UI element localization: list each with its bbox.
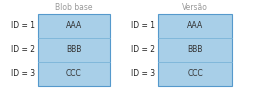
Text: BBB: BBB bbox=[66, 46, 82, 55]
Text: Versão: Versão bbox=[182, 3, 208, 12]
Text: CCC: CCC bbox=[66, 70, 82, 79]
Text: ID = 3: ID = 3 bbox=[11, 70, 35, 79]
Text: CCC: CCC bbox=[187, 70, 203, 79]
Text: ID = 1: ID = 1 bbox=[131, 22, 155, 31]
Bar bbox=[158, 14, 232, 86]
Text: AAA: AAA bbox=[66, 22, 82, 31]
Text: ID = 3: ID = 3 bbox=[131, 70, 155, 79]
Bar bbox=[38, 14, 110, 86]
Text: ID = 2: ID = 2 bbox=[131, 46, 155, 55]
Text: Blob base: Blob base bbox=[55, 3, 93, 12]
Text: AAA: AAA bbox=[187, 22, 203, 31]
Text: ID = 1: ID = 1 bbox=[11, 22, 35, 31]
Text: ID = 2: ID = 2 bbox=[11, 46, 35, 55]
Text: BBB: BBB bbox=[187, 46, 203, 55]
